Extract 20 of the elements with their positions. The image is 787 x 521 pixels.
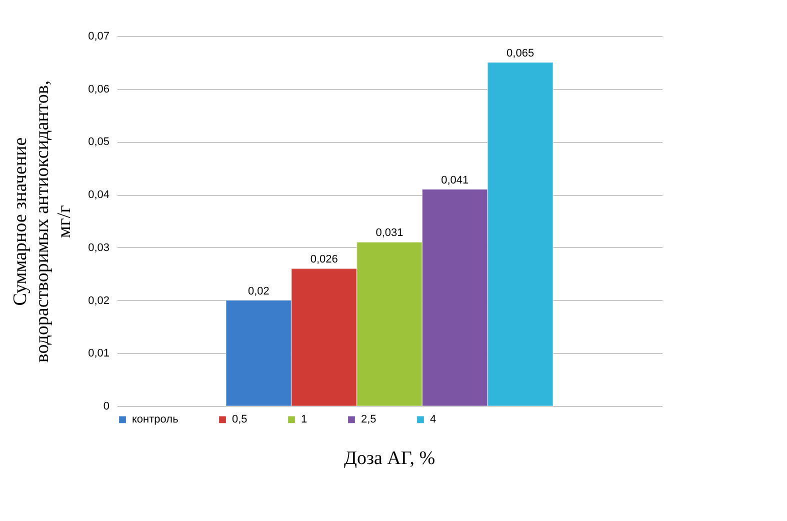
y-tick-label: 0,03: [88, 242, 110, 254]
legend-label: 4: [430, 414, 436, 426]
y-tick-label: 0,04: [88, 189, 110, 202]
data-label: 0,041: [441, 174, 469, 186]
x-axis-title: Доза АГ, %: [344, 448, 436, 469]
legend-label: 1: [301, 414, 308, 426]
y-tick-label: 0,05: [88, 136, 110, 148]
y-axis-title: Суммарное значение водорастворимых антиоксидантов, мг/г: [10, 80, 76, 363]
y-tick-label: 0,07: [88, 30, 110, 42]
data-label: 0,02: [248, 285, 270, 298]
legend-label: контроль: [132, 414, 179, 426]
data-label: 0,065: [506, 47, 534, 60]
data-label: 0,026: [310, 254, 338, 266]
y-tick-label: 0,06: [88, 83, 110, 96]
legend-label: 2,5: [361, 414, 376, 426]
y-tick-label: 0,01: [88, 348, 110, 360]
y-tick-label: 0: [103, 400, 110, 412]
y-tick-label: 0,02: [88, 294, 110, 307]
data-label: 0,031: [376, 227, 404, 240]
legend-label: 0,5: [232, 414, 248, 426]
